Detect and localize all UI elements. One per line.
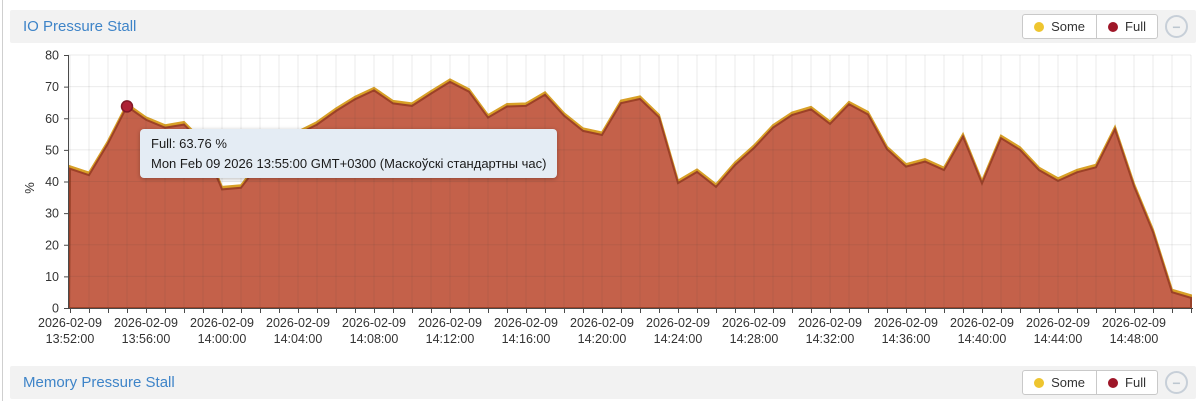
x-tick-time-label: 14:04:00 xyxy=(274,332,323,346)
legend-some-label: Some xyxy=(1051,19,1086,34)
page-left-border xyxy=(2,0,3,401)
x-tick-date-label: 2026-02-09 xyxy=(190,316,254,330)
x-tick-time-label: 14:48:00 xyxy=(1110,332,1159,346)
x-tick-date-label: 2026-02-09 xyxy=(342,316,406,330)
x-tick-date-label: 2026-02-09 xyxy=(1026,316,1090,330)
x-tick-time-label: 14:28:00 xyxy=(730,332,779,346)
x-tick-time-label: 14:08:00 xyxy=(350,332,399,346)
y-tick-label: 60 xyxy=(45,112,59,126)
legend-some-label: Some xyxy=(1051,375,1086,390)
x-tick-date-label: 2026-02-09 xyxy=(266,316,330,330)
panel-gap xyxy=(10,357,1196,366)
x-tick-date-label: 2026-02-09 xyxy=(114,316,178,330)
x-tick-time-label: 14:40:00 xyxy=(958,332,1007,346)
some-dot-icon xyxy=(1034,377,1045,388)
x-tick-time-label: 14:20:00 xyxy=(578,332,627,346)
io-panel-legend: Some Full − xyxy=(1022,14,1188,39)
x-tick-time-label: 14:00:00 xyxy=(198,332,247,346)
hover-point-marker xyxy=(120,100,134,113)
y-tick-label: 40 xyxy=(45,175,59,189)
x-tick-date-label: 2026-02-09 xyxy=(950,316,1014,330)
full-dot-icon xyxy=(1108,21,1119,32)
some-dot-icon xyxy=(1034,21,1045,32)
memory-legend-group: Some Full xyxy=(1022,370,1158,395)
x-tick-date-label: 2026-02-09 xyxy=(646,316,710,330)
chart-grid xyxy=(68,54,1192,308)
x-tick-time-label: 14:16:00 xyxy=(502,332,551,346)
y-tick-label: 50 xyxy=(45,143,59,157)
x-tick-date-label: 2026-02-09 xyxy=(418,316,482,330)
x-tick-date-label: 2026-02-09 xyxy=(722,316,786,330)
x-tick-date-label: 2026-02-09 xyxy=(494,316,558,330)
x-tick-time-label: 14:44:00 xyxy=(1034,332,1083,346)
x-tick-date-label: 2026-02-09 xyxy=(798,316,862,330)
x-tick-time-label: 13:52:00 xyxy=(46,332,95,346)
x-tick-date-label: 2026-02-09 xyxy=(874,316,938,330)
io-collapse-button[interactable]: − xyxy=(1165,15,1188,38)
io-legend-group: Some Full xyxy=(1022,14,1158,39)
minus-icon: − xyxy=(1172,374,1181,391)
y-tick-label: 70 xyxy=(45,80,59,94)
legend-full-button[interactable]: Full xyxy=(1096,371,1157,394)
memory-panel-title: Memory Pressure Stall xyxy=(23,374,175,391)
memory-pressure-panel: Memory Pressure Stall Some Full − xyxy=(10,366,1196,399)
x-tick-time-label: 14:36:00 xyxy=(882,332,931,346)
chart-axes xyxy=(64,55,1193,313)
memory-collapse-button[interactable]: − xyxy=(1165,371,1188,394)
x-tick-time-label: 14:24:00 xyxy=(654,332,703,346)
legend-some-button[interactable]: Some xyxy=(1023,15,1096,38)
full-dot-icon xyxy=(1108,377,1119,388)
x-tick-date-label: 2026-02-09 xyxy=(570,316,634,330)
full-series-area xyxy=(67,80,1192,309)
tooltip-time: Mon Feb 09 2026 13:55:00 GMT+0300 (Маско… xyxy=(151,155,547,171)
tooltip-value: Full: 63.76 % xyxy=(151,136,227,151)
y-tick-label: 0 xyxy=(52,302,59,316)
legend-full-label: Full xyxy=(1125,375,1146,390)
y-tick-label: 80 xyxy=(45,49,59,63)
x-tick-date-label: 2026-02-09 xyxy=(1102,316,1166,330)
x-tick-date-label: 2026-02-09 xyxy=(38,316,102,330)
io-pressure-panel: IO Pressure Stall Some Full − xyxy=(10,10,1196,357)
dashboard-page: IO Pressure Stall Some Full − xyxy=(10,0,1196,399)
io-pressure-chart[interactable]: 0 10 20 30 40 50 60 70 80% 2026-02-09 13:52:00 2026… xyxy=(10,43,1196,357)
x-tick-time-label: 14:12:00 xyxy=(426,332,475,346)
legend-full-button[interactable]: Full xyxy=(1096,15,1157,38)
x-tick-time-label: 14:32:00 xyxy=(806,332,855,346)
y-tick-label: 10 xyxy=(45,270,59,284)
minus-icon: − xyxy=(1172,18,1181,35)
memory-panel-header: Memory Pressure Stall Some Full − xyxy=(10,366,1196,399)
memory-panel-legend: Some Full − xyxy=(1022,370,1188,395)
legend-some-button[interactable]: Some xyxy=(1023,371,1096,394)
chart-tooltip: Full: 63.76 % Mon Feb 09 2026 13:55:00 G… xyxy=(140,129,558,178)
y-tick-label: 30 xyxy=(45,207,59,221)
io-chart-area: 0 10 20 30 40 50 60 70 80% 2026-02-09 13:52:00 2026… xyxy=(10,43,1196,357)
x-tick-time-label: 13:56:00 xyxy=(122,332,171,346)
y-tick-label: 20 xyxy=(45,238,59,252)
io-panel-header: IO Pressure Stall Some Full − xyxy=(10,10,1196,43)
y-axis-label: % xyxy=(22,182,37,194)
io-panel-title: IO Pressure Stall xyxy=(23,18,137,35)
legend-full-label: Full xyxy=(1125,19,1146,34)
